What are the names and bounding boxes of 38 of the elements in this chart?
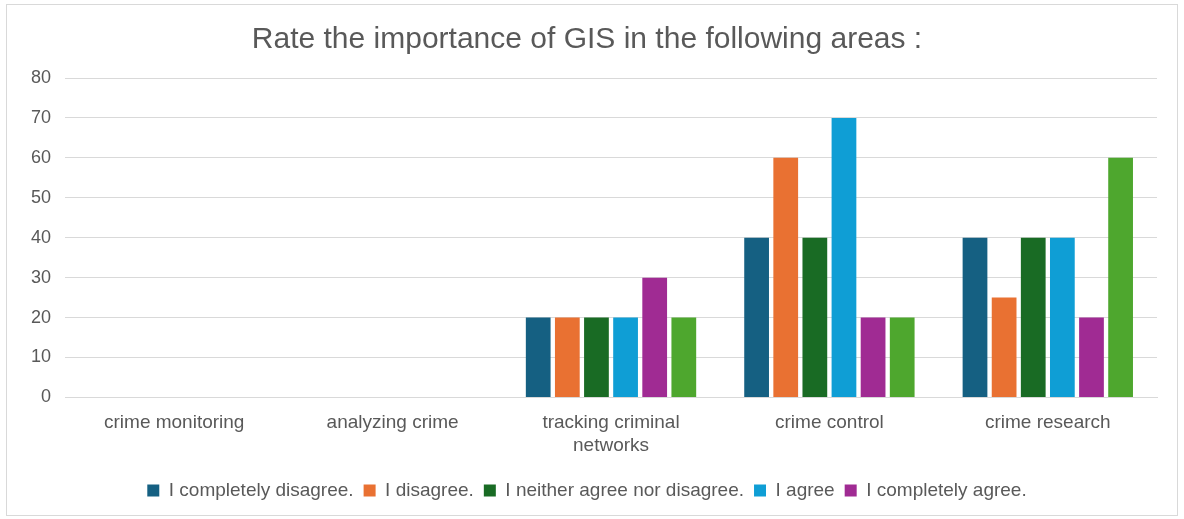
bar bbox=[744, 237, 769, 397]
bar bbox=[1020, 237, 1046, 397]
x-tick-label: crime monitoring bbox=[104, 411, 245, 433]
bar bbox=[860, 317, 886, 397]
bar bbox=[802, 237, 828, 397]
legend-label: I completely agree. bbox=[866, 478, 1027, 500]
legend-label: I neither agree nor disagree. bbox=[505, 478, 745, 500]
y-tick-label: 80 bbox=[30, 66, 52, 87]
legend-label: I completely disagree. bbox=[168, 478, 354, 500]
bar bbox=[889, 317, 915, 397]
bar bbox=[525, 317, 551, 397]
legend-label: I agree bbox=[775, 478, 835, 500]
bar bbox=[1079, 317, 1104, 397]
y-tick-label: 60 bbox=[30, 146, 52, 167]
bar bbox=[613, 317, 638, 397]
bar bbox=[962, 237, 988, 397]
bar bbox=[1049, 237, 1075, 397]
bar bbox=[773, 157, 799, 397]
x-tick-label: crime research bbox=[984, 411, 1111, 433]
bar bbox=[642, 277, 668, 397]
y-tick-label: 50 bbox=[30, 186, 52, 207]
y-tick-label: 20 bbox=[30, 306, 52, 327]
x-tick-label: analyzing crime bbox=[326, 411, 459, 433]
bar bbox=[554, 317, 580, 397]
x-tick-label: crime control bbox=[775, 411, 884, 433]
bar bbox=[671, 317, 697, 397]
x-tick-label: tracking criminal networks bbox=[542, 411, 680, 455]
bar bbox=[1108, 157, 1133, 397]
y-tick-label: 0 bbox=[41, 386, 52, 407]
y-tick-label: 40 bbox=[30, 226, 52, 247]
y-tick-label: 10 bbox=[30, 346, 52, 367]
y-tick-label: 30 bbox=[30, 266, 52, 287]
bar bbox=[991, 297, 1017, 397]
legend-label: I disagree. bbox=[385, 478, 474, 500]
bar bbox=[831, 117, 857, 397]
bar bbox=[584, 317, 609, 397]
chart-title: Rate the importance of GIS in the following areas : bbox=[251, 21, 923, 55]
y-tick-label: 70 bbox=[30, 106, 52, 127]
